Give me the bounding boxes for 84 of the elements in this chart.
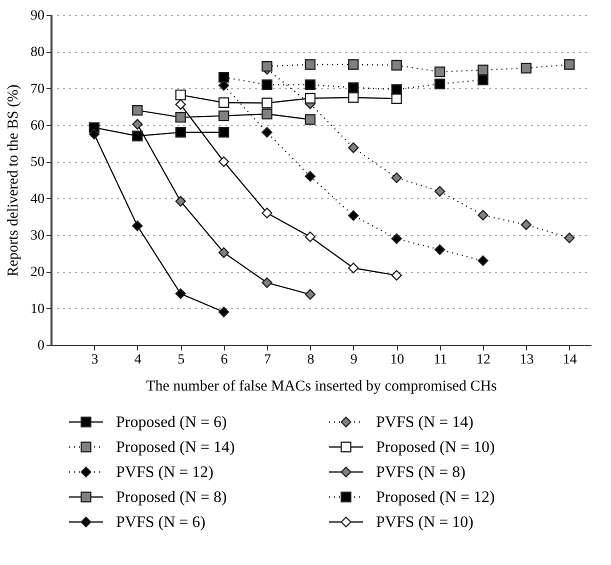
point [132, 220, 143, 232]
point [478, 255, 488, 266]
y-tick-label: 10 [30, 302, 44, 317]
point [132, 104, 143, 116]
point [564, 232, 575, 244]
point [391, 172, 402, 184]
y-tick-label: 40 [30, 192, 44, 207]
point [88, 128, 100, 140]
point [434, 66, 446, 78]
point [132, 118, 143, 130]
point [391, 233, 402, 244]
point [391, 84, 402, 95]
x-tick-label: 5 [178, 352, 185, 368]
y-tick-label: 70 [30, 82, 44, 97]
point [304, 170, 316, 182]
point [218, 126, 230, 138]
legend-label: PVFS (N = 12) [116, 464, 214, 481]
y-axis-title: Reports delivered to the BS (%) [6, 84, 22, 277]
point [520, 219, 532, 230]
point [348, 82, 359, 93]
point [434, 78, 446, 90]
point [434, 186, 446, 197]
legend-label: PVFS (N = 6) [116, 514, 206, 531]
point [175, 90, 186, 100]
x-tick-label: 9 [350, 352, 358, 368]
legend-label: Proposed (N = 10) [376, 439, 495, 456]
legend-label: Proposed (N = 14) [116, 439, 235, 456]
point [478, 210, 488, 221]
point [391, 60, 402, 71]
legend-label: PVFS (N = 10) [376, 514, 474, 531]
point [348, 210, 359, 221]
point [175, 112, 186, 123]
legend-label: PVFS (N = 8) [376, 464, 466, 481]
x-tick-label: 3 [91, 352, 98, 368]
point [304, 114, 316, 125]
y-tick-label: 80 [30, 45, 44, 60]
point [262, 79, 272, 90]
point [304, 92, 316, 104]
x-tick-label: 12 [476, 352, 490, 368]
point [520, 62, 532, 74]
point [304, 79, 316, 90]
x-tick-label: 7 [264, 352, 271, 368]
legend-label: Proposed (N = 12) [376, 489, 495, 506]
y-tick-label: 20 [30, 265, 44, 280]
point [175, 288, 186, 300]
x-tick-label: 6 [220, 352, 228, 368]
point [218, 97, 230, 108]
point [218, 247, 230, 258]
point [218, 306, 230, 318]
point [262, 126, 272, 138]
point [304, 59, 316, 70]
y-tick-label: 30 [30, 228, 44, 244]
point [262, 98, 272, 108]
point [218, 110, 230, 122]
point [478, 64, 488, 76]
x-tick-label: 8 [307, 352, 314, 368]
point [175, 126, 186, 138]
point [175, 196, 186, 207]
x-tick-label: 14 [562, 352, 577, 368]
point [262, 60, 272, 72]
point [132, 130, 143, 142]
point [348, 59, 359, 70]
point [348, 142, 359, 154]
point [304, 289, 316, 300]
x-tick-label: 10 [390, 352, 404, 368]
point [218, 72, 230, 83]
point [262, 277, 272, 288]
x-axis-title: The number of false MACs inserted by compromised CHs [146, 378, 498, 394]
y-tick-label: 50 [30, 155, 44, 170]
legend-label: Proposed (N = 6) [116, 414, 227, 431]
x-tick-label: 11 [434, 352, 448, 368]
x-tick-label: 4 [134, 352, 142, 368]
y-tick-label: 90 [30, 8, 44, 24]
point [348, 262, 359, 274]
point [262, 108, 272, 120]
point [478, 74, 488, 86]
y-tick-label: 60 [30, 118, 44, 134]
legend-label: Proposed (N = 8) [116, 489, 227, 506]
y-tick-label: 0 [38, 338, 44, 354]
point [434, 244, 446, 256]
point [348, 92, 359, 103]
point [564, 59, 575, 70]
legend-label: PVFS (N = 14) [376, 414, 474, 431]
x-tick-label: 13 [520, 352, 534, 368]
